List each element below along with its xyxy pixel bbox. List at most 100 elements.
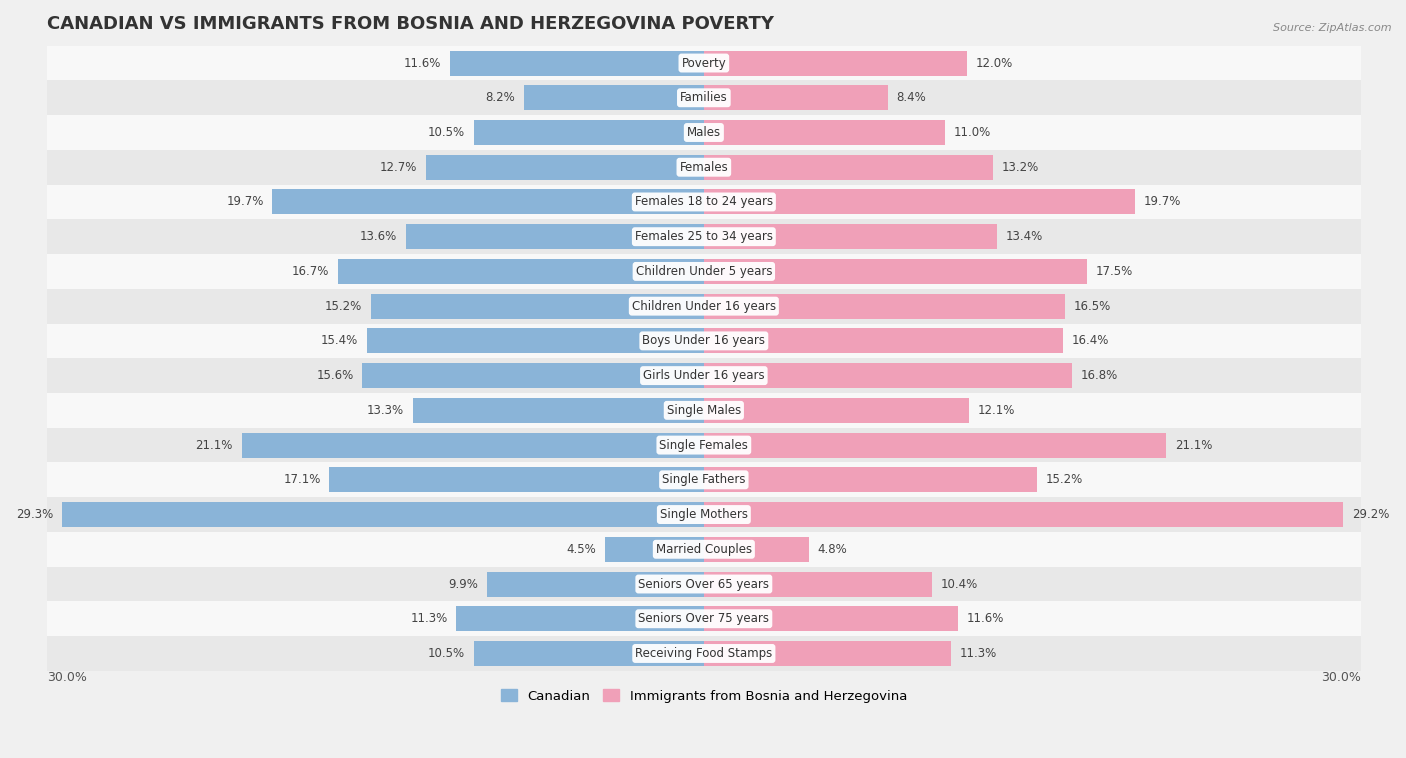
Text: 17.5%: 17.5% <box>1095 265 1133 278</box>
Text: 16.7%: 16.7% <box>292 265 329 278</box>
Text: 4.8%: 4.8% <box>818 543 848 556</box>
Text: Females: Females <box>679 161 728 174</box>
Bar <box>46 601 1361 636</box>
Bar <box>426 155 704 180</box>
Bar <box>46 393 1361 428</box>
Bar <box>704 85 887 110</box>
Bar <box>363 363 704 388</box>
Bar <box>46 289 1361 324</box>
Text: 29.2%: 29.2% <box>1353 508 1389 521</box>
Text: Single Fathers: Single Fathers <box>662 473 745 487</box>
Text: 19.7%: 19.7% <box>226 196 264 208</box>
Bar <box>704 224 997 249</box>
Text: Males: Males <box>686 126 721 139</box>
Text: 19.7%: 19.7% <box>1144 196 1181 208</box>
Text: 12.7%: 12.7% <box>380 161 418 174</box>
Bar <box>486 572 704 597</box>
Text: Girls Under 16 years: Girls Under 16 years <box>643 369 765 382</box>
Text: Seniors Over 75 years: Seniors Over 75 years <box>638 612 769 625</box>
Text: 13.4%: 13.4% <box>1007 230 1043 243</box>
Bar <box>46 80 1361 115</box>
Text: 30.0%: 30.0% <box>1322 671 1361 684</box>
Text: 8.4%: 8.4% <box>897 91 927 105</box>
Bar <box>337 259 704 284</box>
Text: 4.5%: 4.5% <box>567 543 596 556</box>
Bar <box>450 51 704 76</box>
Bar <box>46 359 1361 393</box>
Bar <box>704 537 808 562</box>
Text: 16.8%: 16.8% <box>1081 369 1118 382</box>
Text: 12.0%: 12.0% <box>976 57 1012 70</box>
Text: 10.5%: 10.5% <box>427 126 465 139</box>
Bar <box>273 190 704 215</box>
Text: 29.3%: 29.3% <box>15 508 53 521</box>
Bar <box>242 433 704 458</box>
Bar <box>46 219 1361 254</box>
Bar <box>704 502 1343 527</box>
Text: Females 18 to 24 years: Females 18 to 24 years <box>634 196 773 208</box>
Text: Boys Under 16 years: Boys Under 16 years <box>643 334 765 347</box>
Bar <box>46 497 1361 532</box>
Bar <box>46 532 1361 567</box>
Text: 13.6%: 13.6% <box>360 230 398 243</box>
Bar <box>606 537 704 562</box>
Bar <box>704 293 1066 318</box>
Bar <box>46 254 1361 289</box>
Text: 16.5%: 16.5% <box>1074 299 1111 312</box>
Text: 9.9%: 9.9% <box>449 578 478 590</box>
Bar <box>704 572 932 597</box>
Text: Receiving Food Stamps: Receiving Food Stamps <box>636 647 772 660</box>
Text: 15.6%: 15.6% <box>316 369 353 382</box>
Bar <box>371 293 704 318</box>
Text: Poverty: Poverty <box>682 57 727 70</box>
Bar <box>704 120 945 145</box>
Text: 11.6%: 11.6% <box>404 57 441 70</box>
Text: 12.1%: 12.1% <box>977 404 1015 417</box>
Text: Females 25 to 34 years: Females 25 to 34 years <box>636 230 773 243</box>
Bar <box>704 606 957 631</box>
Bar <box>46 428 1361 462</box>
Text: Children Under 16 years: Children Under 16 years <box>631 299 776 312</box>
Bar <box>474 120 704 145</box>
Bar <box>704 468 1036 492</box>
Text: 11.3%: 11.3% <box>411 612 447 625</box>
Text: Source: ZipAtlas.com: Source: ZipAtlas.com <box>1274 23 1392 33</box>
Text: 16.4%: 16.4% <box>1071 334 1109 347</box>
Bar <box>46 636 1361 671</box>
Bar <box>704 259 1087 284</box>
Text: Children Under 5 years: Children Under 5 years <box>636 265 772 278</box>
Text: 13.2%: 13.2% <box>1001 161 1039 174</box>
Bar <box>46 150 1361 185</box>
Text: 10.5%: 10.5% <box>427 647 465 660</box>
Bar <box>412 398 704 423</box>
Bar <box>704 398 969 423</box>
Text: 13.3%: 13.3% <box>367 404 404 417</box>
Bar <box>704 51 967 76</box>
Bar <box>367 328 704 353</box>
Text: 11.0%: 11.0% <box>953 126 991 139</box>
Bar <box>329 468 704 492</box>
Bar <box>46 185 1361 219</box>
Text: 11.6%: 11.6% <box>967 612 1004 625</box>
Legend: Canadian, Immigrants from Bosnia and Herzegovina: Canadian, Immigrants from Bosnia and Her… <box>495 684 912 708</box>
Bar <box>46 462 1361 497</box>
Text: Single Females: Single Females <box>659 439 748 452</box>
Text: 21.1%: 21.1% <box>195 439 233 452</box>
Bar <box>704 641 952 666</box>
Bar <box>457 606 704 631</box>
Bar <box>46 567 1361 601</box>
Text: Seniors Over 65 years: Seniors Over 65 years <box>638 578 769 590</box>
Bar <box>46 324 1361 359</box>
Text: Married Couples: Married Couples <box>655 543 752 556</box>
Bar <box>46 45 1361 80</box>
Bar <box>704 328 1063 353</box>
Bar <box>704 155 993 180</box>
Text: Families: Families <box>681 91 728 105</box>
Text: 10.4%: 10.4% <box>941 578 977 590</box>
Bar <box>704 363 1071 388</box>
Text: Single Males: Single Males <box>666 404 741 417</box>
Text: 30.0%: 30.0% <box>46 671 87 684</box>
Bar <box>406 224 704 249</box>
Bar <box>704 190 1135 215</box>
Text: 15.2%: 15.2% <box>1046 473 1083 487</box>
